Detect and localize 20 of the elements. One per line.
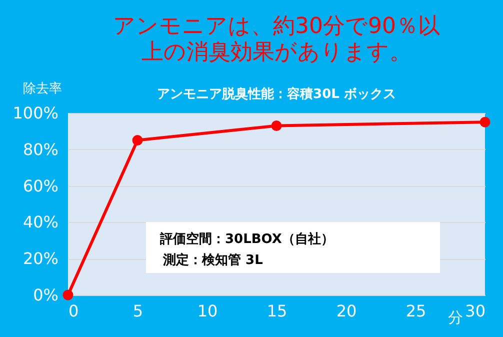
x-tick-label: 0 <box>68 302 79 320</box>
y-tick-label: 60% <box>22 176 58 196</box>
y-tick-label: 20% <box>22 249 58 268</box>
y-tick-label: 0% <box>33 286 58 304</box>
y-tick-label: 100% <box>12 104 58 122</box>
annotation: 評価空間：30LBOX（自社） <box>160 230 335 249</box>
x-axis-title: 分 <box>448 308 463 326</box>
y-tick-label: 80% <box>22 140 58 159</box>
y-axis-title: 除去率 <box>23 80 62 96</box>
x-tick-label: 30 <box>465 302 486 320</box>
x-tick-label: 5 <box>132 302 144 320</box>
chart-subtitle: アンモニア脱臭性能：容積30L ボックス <box>157 86 396 102</box>
text-box: 評価空間：30LBOX（自社） 測定：検知管 3L <box>146 222 440 273</box>
x-tick-label: 25 <box>406 302 426 320</box>
x-tick-label: 15 <box>266 302 288 320</box>
chart-title: アンモニアは、約30分で90％以上の消臭効果があります。 <box>113 14 440 65</box>
y-tick-label: 40% <box>22 212 58 232</box>
annotation: 測定：検知管 3L <box>162 252 264 270</box>
x-tick-label: 10 <box>197 302 218 320</box>
x-tick-label: 20 <box>336 302 357 320</box>
